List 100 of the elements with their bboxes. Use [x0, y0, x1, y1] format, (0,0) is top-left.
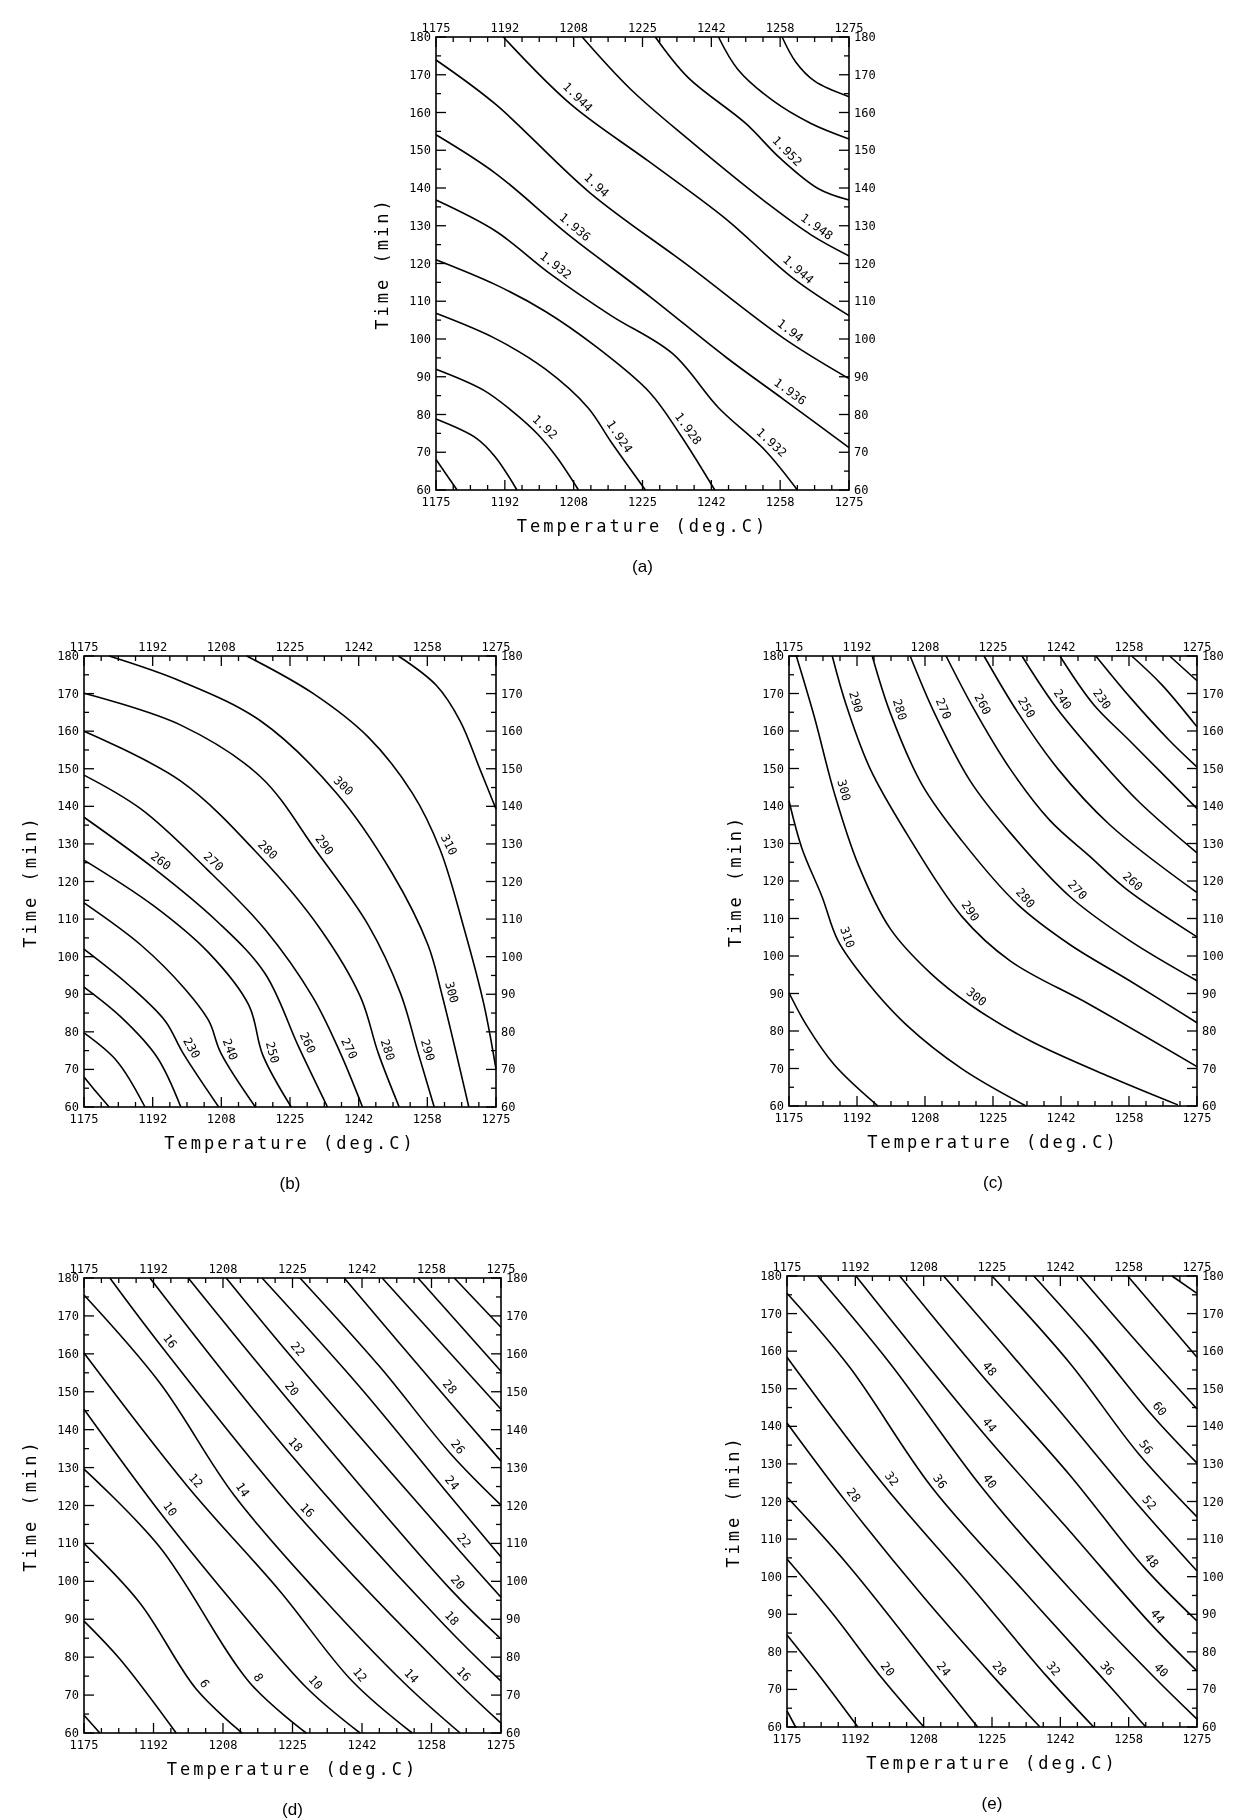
y-tick-label: 110: [57, 912, 79, 927]
x2-tick-label: 1192: [138, 1112, 168, 1126]
x2-tick-label: 1208: [559, 495, 589, 509]
y2-tick-label: 90: [1202, 1607, 1217, 1622]
y-tick-label: 130: [57, 836, 79, 851]
y2-tick-label: 70: [501, 1062, 516, 1077]
y-tick-label: 170: [57, 1308, 79, 1323]
annotation: 8: [250, 1670, 267, 1685]
x-tick-label: 1258: [417, 1262, 446, 1276]
y-tick-label: 110: [762, 911, 784, 926]
y-tick-label: 90: [767, 1607, 782, 1622]
annotation: 300: [834, 778, 854, 803]
y2-tick-label: 130: [1202, 1456, 1224, 1471]
y2-tick-label: 110: [854, 294, 876, 309]
y-tick-label: 80: [769, 1024, 784, 1038]
annotation: 270: [932, 695, 955, 722]
y-tick-label: 170: [57, 686, 79, 701]
y2-tick-label: 90: [501, 987, 516, 1002]
x2-tick-label: 1275: [486, 1738, 516, 1752]
x2-tick-label: 1208: [206, 1112, 236, 1126]
x-tick-label: 1242: [1046, 640, 1076, 654]
x-tick-label: 1258: [1114, 1260, 1144, 1274]
y-tick-label: 160: [57, 1346, 79, 1361]
x2-tick-label: 1175: [772, 1732, 802, 1746]
x-tick-label: 1225: [275, 640, 305, 654]
y2-tick-label: 110: [1202, 1532, 1224, 1547]
y-tick-label: 70: [64, 1062, 79, 1077]
y2-tick-label: 170: [501, 686, 523, 701]
y2-tick-label: 110: [501, 912, 523, 927]
y2-tick-label: 120: [854, 256, 876, 271]
x-tick-label: 1208: [206, 640, 236, 654]
y-tick-label: 120: [760, 1494, 782, 1509]
text: (e): [981, 1794, 1003, 1813]
x-axis-title: Temperature (deg.C): [166, 1759, 419, 1779]
annotation: 12: [185, 1470, 206, 1491]
annotation: 300: [963, 984, 990, 1010]
y2-tick-label: 70: [854, 445, 869, 460]
y2-tick-label: 100: [1202, 1569, 1224, 1584]
y2-tick-label: 160: [501, 724, 523, 739]
y-tick-label: 130: [762, 836, 784, 851]
x-tick-label: 1192: [139, 1262, 168, 1276]
x-tick-label: 1242: [1045, 1260, 1075, 1274]
annotation: 28: [439, 1376, 460, 1397]
y-tick-label: 80: [64, 1024, 79, 1039]
y-tick-label: 130: [760, 1456, 782, 1471]
x2-tick-label: 1192: [139, 1738, 168, 1752]
x-tick-label: 1208: [910, 640, 940, 654]
y-tick-label: 150: [57, 761, 79, 776]
annotation: 44: [1147, 1606, 1168, 1627]
text: (b): [279, 1174, 301, 1193]
x-axis-title: Temperature (deg.C): [866, 1753, 1118, 1773]
y-tick-label: 90: [64, 987, 79, 1002]
y2-tick-label: 70: [1202, 1682, 1217, 1697]
y2-tick-label: 70: [506, 1688, 521, 1703]
annotation: 300: [441, 979, 462, 1005]
y-tick-label: 90: [64, 1612, 79, 1627]
x2-tick-label: 1175: [421, 495, 451, 509]
x-tick-label: 1225: [978, 640, 1008, 654]
x-tick-label: 1192: [490, 21, 520, 35]
y-tick-label: 80: [64, 1650, 79, 1665]
y-tick-label: 80: [416, 407, 431, 422]
y2-tick-label: 90: [506, 1612, 521, 1627]
y2-tick-label: 170: [1202, 686, 1224, 701]
annotation: 270: [1064, 877, 1090, 903]
x2-tick-label: 1258: [1114, 1732, 1144, 1746]
y-tick-label: 100: [762, 949, 784, 963]
y-tick-label: 110: [409, 294, 431, 309]
y2-tick-label: 100: [1202, 949, 1224, 963]
y-tick-label: 60: [64, 1100, 79, 1114]
annotation: 40: [1151, 1660, 1172, 1681]
y2-tick-label: 120: [1202, 874, 1224, 888]
y2-tick-label: 80: [506, 1650, 521, 1665]
x2-tick-label: 1275: [481, 1112, 511, 1126]
annotation: 280: [254, 837, 281, 863]
annotation: 260: [296, 1029, 319, 1056]
x2-tick-label: 1275: [834, 495, 864, 509]
y2-tick-label: 140: [854, 181, 876, 195]
y2-tick-label: 170: [854, 67, 876, 82]
y2-tick-label: 60: [1202, 1720, 1217, 1734]
annotation: 32: [881, 1468, 902, 1489]
y-tick-label: 100: [760, 1569, 782, 1584]
x-tick-label: 1242: [347, 1262, 377, 1276]
x2-tick-label: 1192: [840, 1732, 870, 1746]
y-tick-label: 90: [769, 986, 784, 1001]
y2-tick-label: 90: [854, 369, 869, 384]
annotation: 22: [453, 1530, 474, 1551]
annotation: 20: [877, 1659, 898, 1680]
y2-tick-label: 90: [1202, 986, 1217, 1001]
y2-tick-label: 150: [854, 143, 876, 158]
y2-tick-label: 80: [501, 1024, 516, 1039]
annotation: 12: [349, 1664, 370, 1685]
annotation: 280: [889, 697, 910, 723]
y2-tick-label: 160: [1202, 1344, 1224, 1359]
y-tick-label: 60: [769, 1099, 784, 1113]
annotation: 32: [1043, 1658, 1064, 1679]
y2-tick-label: 170: [1202, 1306, 1224, 1321]
annotation: 20: [281, 1378, 302, 1399]
y-tick-label: 140: [57, 799, 79, 814]
x-tick-label: 1242: [344, 640, 374, 654]
annotation: 36: [930, 1471, 950, 1492]
